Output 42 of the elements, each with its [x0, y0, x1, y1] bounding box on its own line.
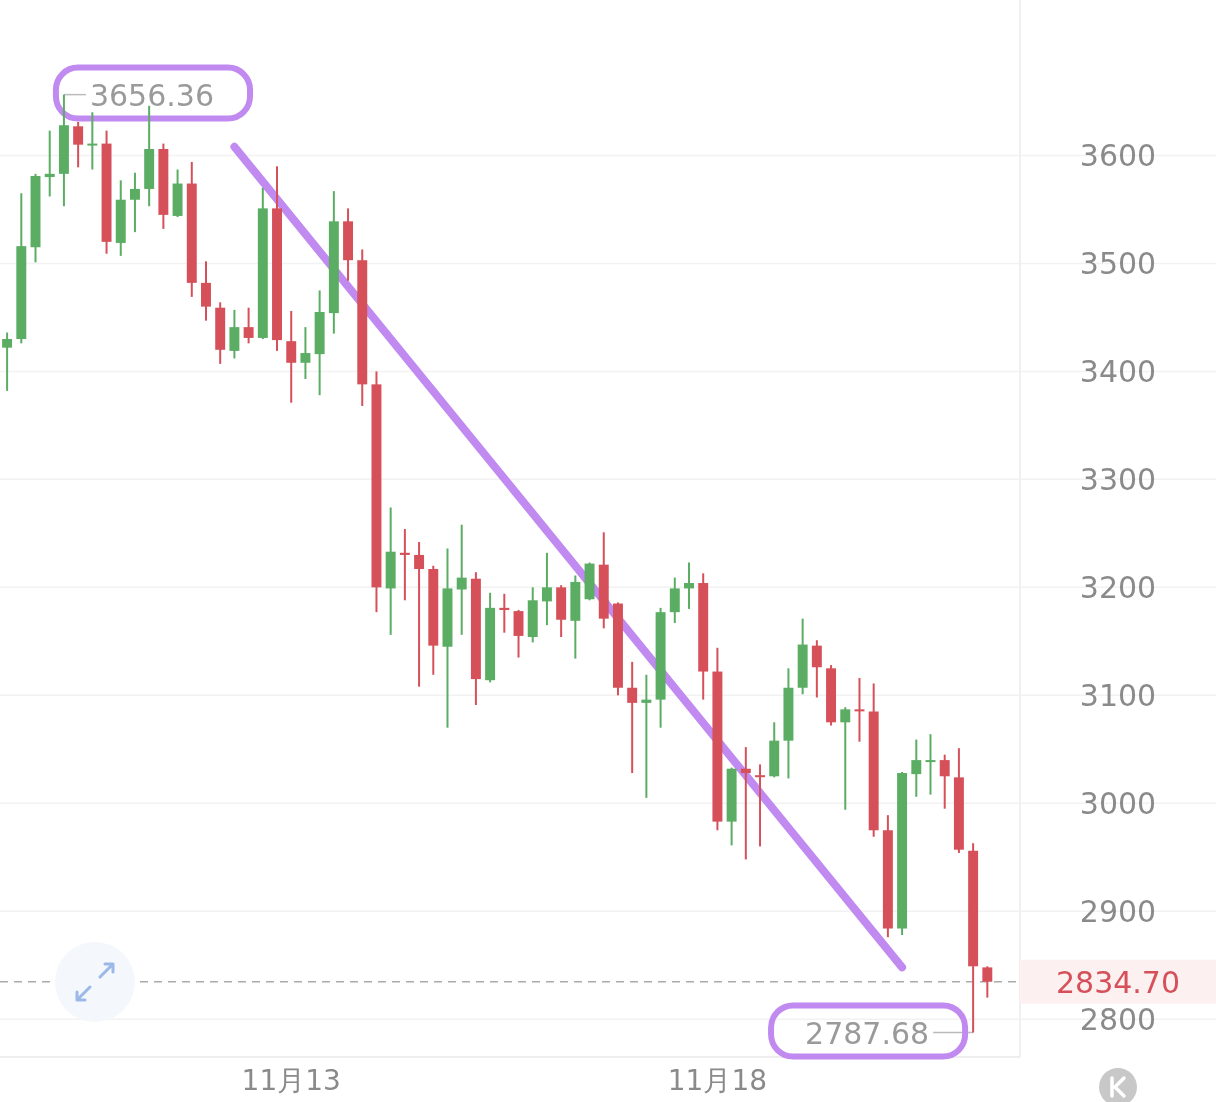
- candlestick: [300, 326, 311, 380]
- candlestick: [982, 965, 993, 999]
- candlestick: [840, 706, 851, 811]
- candlestick: [755, 763, 765, 848]
- y-tick-label: 3400: [1079, 354, 1157, 390]
- y-tick-label: 3000: [1079, 786, 1157, 822]
- candlestick: [911, 738, 922, 798]
- annotation: 2787.68: [805, 1015, 930, 1051]
- candlestick: [499, 592, 510, 634]
- candlestick: [641, 673, 652, 799]
- candlestick: [414, 541, 425, 688]
- candlestick: [684, 561, 694, 610]
- candlestick: [740, 746, 751, 861]
- candlestick: [811, 639, 822, 699]
- ref-line-label: 2834.70: [1055, 964, 1181, 1000]
- candlestick: [399, 528, 410, 602]
- y-tick-label: 3500: [1079, 246, 1157, 282]
- x-tick-label: 11月13: [241, 1064, 341, 1097]
- y-tick-label: 3200: [1079, 570, 1157, 606]
- y-tick-label: 2800: [1079, 1002, 1157, 1038]
- candlestick: [939, 753, 950, 810]
- candlestick: [44, 129, 55, 198]
- candlestick: [627, 660, 638, 775]
- candlestick: [854, 677, 865, 743]
- candlestick: [229, 308, 240, 360]
- candlestick: [73, 121, 84, 169]
- candlestick: [201, 260, 211, 322]
- candlestick: [129, 171, 140, 234]
- y-tick-label: 3600: [1079, 138, 1157, 174]
- candlestick: [87, 111, 98, 171]
- candlestick: [243, 306, 254, 345]
- candlestick: [2, 331, 13, 392]
- y-tick-label: 3300: [1079, 462, 1157, 498]
- candlestick: [541, 551, 552, 627]
- annotation: 3656.36: [89, 77, 214, 113]
- candlestick: [286, 309, 297, 404]
- candlestick: [456, 523, 467, 636]
- y-tick-label: 2900: [1079, 894, 1157, 930]
- y-tick-label: 3100: [1079, 678, 1157, 714]
- x-tick-label: 11月18: [667, 1064, 768, 1097]
- candlestick: [925, 733, 936, 796]
- candlestick: [669, 576, 680, 624]
